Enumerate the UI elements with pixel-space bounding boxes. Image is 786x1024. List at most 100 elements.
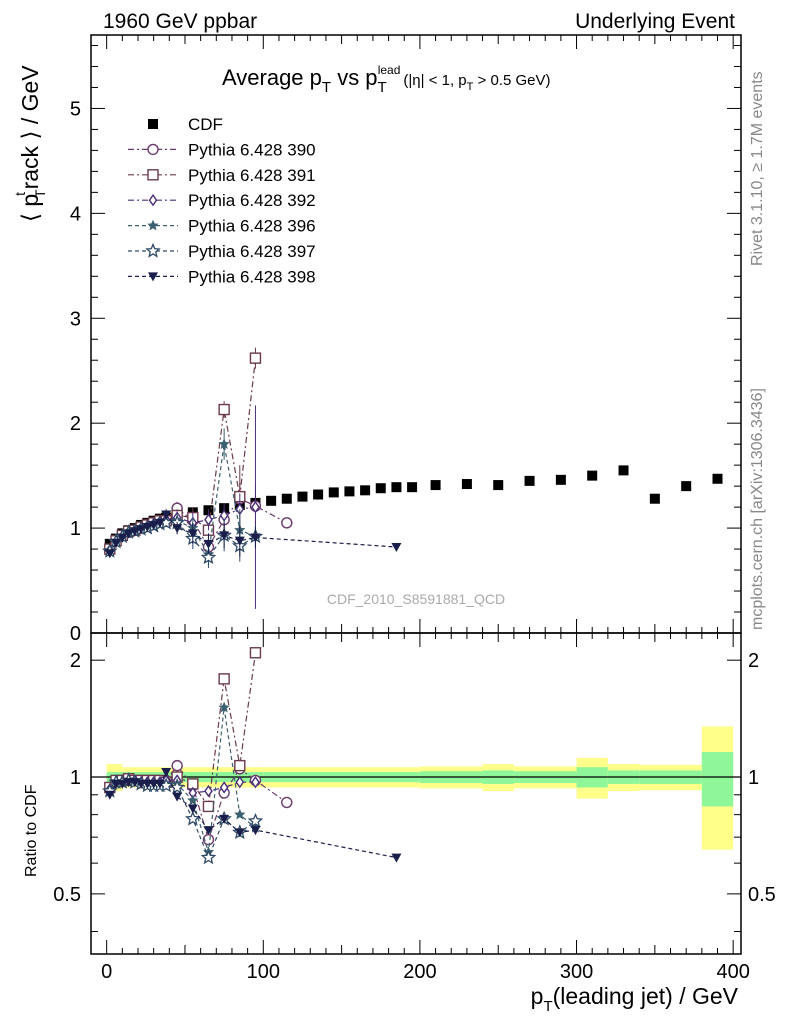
ratio-frame [90,632,742,955]
legend-marker-5 [145,242,161,258]
data-point-0-33 [649,493,660,504]
data-point-0-18 [297,491,308,502]
ratio-point-1-15 [249,647,262,659]
main-axis-ticks: 1 2 3 4 5 [70,35,741,633]
header-left: 1960 GeV ppbar [103,10,257,33]
legend-label-3: Pythia 6.428 392 [188,191,316,210]
data-point-6-1 [111,538,122,548]
ratio-point-5-3 [123,778,134,788]
ratio-ytick-label-right: 0.5 [748,884,776,906]
ratio-line-0 [109,764,288,842]
main-ytick-zero: 0 [70,623,81,645]
ratio-point-5-9 [161,768,172,778]
ratio-point-5-16 [391,853,402,863]
ratio-point-5-13 [219,814,230,824]
legend-marker-1 [147,143,159,156]
data-point-0-27 [461,479,472,490]
main-panel: 1 2 3 4 5 CDF Pythia 6.428 390 Pythia 6.428 39… [12,34,742,645]
ratio-ylabel: Ratio to CDF [23,784,40,877]
data-point-6-13 [219,531,230,541]
data-point-6-14 [234,536,245,546]
legend-marker-0 [148,119,158,129]
ratio-point-2-12 [204,784,213,798]
xtick-label: 200 [403,961,436,983]
data-point-6-10 [172,524,183,534]
ratio-point-5-2 [117,779,128,789]
ratio-point-5-8 [154,779,165,789]
series-line-3 [109,506,256,551]
data-point-6-11 [187,529,198,539]
data-point-0-30 [555,474,566,485]
ratio-ytick-label: 0.5 [53,884,81,906]
data-point-6-2 [117,533,128,543]
ratio-point-2-14 [235,775,245,789]
ratio-point-4-12 [200,849,217,865]
main-ytick-label: 1 [70,518,81,540]
legend-marker-6 [148,272,158,282]
legend-marker-2 [147,169,159,181]
data-point-6-16 [391,542,402,552]
ratio-point-5-6 [142,779,153,789]
ratio-point-1-14 [234,759,246,772]
data-point-0-32 [618,465,629,476]
main-ylabel: ⟨ pt Track ⟩ / GeV [12,65,48,222]
data-point-1-16 [281,517,293,529]
legend-marker-4 [147,219,159,231]
data-point-0-35 [712,473,723,484]
main-ytick-label: 3 [70,308,81,330]
data-point-6-7 [148,520,159,530]
data-point-6-15 [250,533,261,543]
ratio-axis-ticks: 0.5 0.5 1 1 2 2 0 100 200 300 400 [53,633,776,983]
xlabel: pT(leading jet) / GeV [531,983,739,1015]
data-point-0-21 [344,486,355,497]
ratio-ytick-label: 1 [70,767,81,789]
ratio-point-4-11 [185,810,201,826]
data-point-6-8 [154,518,165,528]
ratio-line-4 [109,779,256,860]
ratio-point-2-15 [251,775,260,789]
ratio-point-5-1 [111,779,122,789]
ratio-ytick-label-right: 2 [748,650,759,672]
data-point-0-25 [407,482,418,493]
main-ytick-label: 4 [70,203,81,225]
ratio-plot-area [91,647,741,865]
legend-label-4: Pythia 6.428 396 [188,217,316,236]
data-point-0-28 [493,480,504,491]
data-point-2-15 [249,352,262,364]
legend-label-1: Pythia 6.428 390 [188,140,316,159]
data-point-0-24 [391,482,402,493]
data-point-6-5 [136,525,147,535]
analysis-label: CDF_2010_S8591881_QCD [327,591,505,607]
series-line-6 [109,513,397,554]
data-point-3-15 [251,500,260,514]
data-point-0-26 [430,480,441,491]
ratio-point-5-11 [187,804,198,814]
ratio-point-1-13 [218,673,230,685]
data-point-6-0 [104,549,115,559]
legend-label-2: Pythia 6.428 391 [188,166,316,185]
data-point-6-4 [129,527,140,537]
rivet-label: Rivet 3.1.10, ≥ 1.7M events [749,71,766,266]
ratio-panel: 0.5 0.5 1 1 2 2 0 100 200 300 400 Ratio to CDF pT(… [23,632,776,1015]
series-6 [104,509,402,559]
ratio-point-5-10 [172,792,183,802]
data-point-2-13 [218,403,230,416]
data-point-6-3 [123,529,134,539]
xtick-label: 400 [716,961,749,983]
xtick-label: 0 [101,961,112,983]
xtick-label: 100 [247,961,280,983]
data-point-6-12 [203,539,214,549]
data-point-6-9 [161,510,172,520]
ratio-series-5 [104,768,402,863]
ratio-point-0-10 [171,759,183,772]
header-right: Underlying Event [575,10,735,33]
data-point-0-19 [313,489,324,500]
legend-marker-3 [148,193,158,207]
data-point-0-16 [266,495,277,506]
ratio-point-5-5 [136,779,147,789]
data-point-5-12 [200,549,217,565]
legend-label-5: Pythia 6.428 397 [188,242,316,261]
band-stat-9 [701,752,734,807]
ratio-point-5-0 [104,790,115,800]
